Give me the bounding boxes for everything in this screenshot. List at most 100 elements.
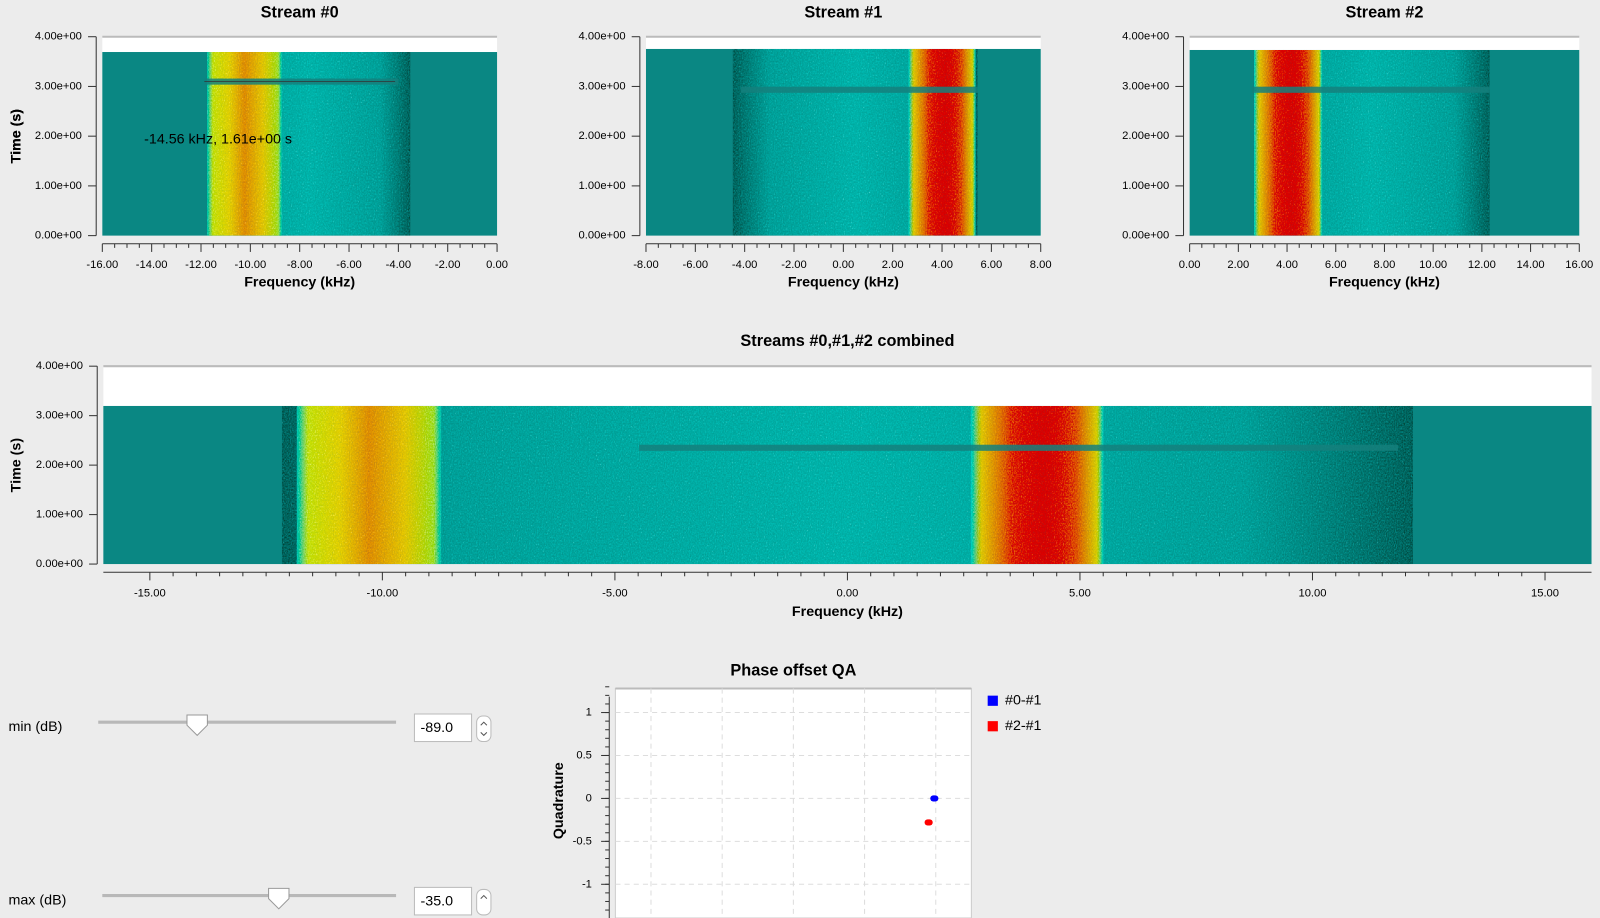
spin-arrows[interactable] bbox=[476, 888, 492, 916]
y-tick-label: 2.00e+00 bbox=[579, 130, 626, 142]
x-tick-label: -6.00 bbox=[336, 259, 362, 271]
plot-title: Stream #2 bbox=[1345, 4, 1423, 22]
spectrogram-texture bbox=[732, 48, 978, 236]
y-tick-label: 0.00e+00 bbox=[1122, 230, 1169, 242]
y-tick-label: 0.00e+00 bbox=[36, 558, 83, 570]
y-axis-label: Time (s) bbox=[8, 109, 24, 164]
x-tick-label: 10.00 bbox=[1419, 259, 1447, 271]
y-tick-label: 1.00e+00 bbox=[1122, 180, 1169, 192]
spectrogram-band bbox=[908, 48, 976, 236]
spectrogram-image bbox=[102, 52, 498, 236]
scatter-point bbox=[930, 795, 939, 802]
spinbox[interactable] bbox=[413, 713, 473, 743]
legend-swatch bbox=[987, 721, 998, 732]
spin-arrow-icons bbox=[480, 721, 488, 737]
y-tick-label: -0.5 bbox=[573, 835, 592, 847]
spectrogram-artifact bbox=[740, 86, 978, 93]
y-tick-label: 2.00e+00 bbox=[36, 459, 83, 471]
spin-arrow-icons bbox=[480, 894, 488, 899]
x-tick-label: -4.00 bbox=[386, 259, 412, 271]
x-tick-label: -16.00 bbox=[86, 259, 118, 271]
x-tick-label: 0.00 bbox=[832, 259, 854, 271]
spectrogram-band bbox=[970, 405, 1104, 565]
y-tick-label: 1.00e+00 bbox=[35, 180, 82, 192]
y-tick-label: 0.00e+00 bbox=[579, 230, 626, 242]
spectrogram-texture bbox=[1253, 49, 1490, 236]
x-tick-label: 0.00 bbox=[837, 588, 859, 600]
spin-arrows[interactable] bbox=[476, 715, 492, 743]
legend-swatch bbox=[987, 695, 998, 706]
y-tick-label: 0 bbox=[586, 792, 592, 804]
spectrogram-artifact bbox=[639, 444, 1399, 451]
slider-thumb[interactable] bbox=[268, 887, 290, 910]
x-tick-label: 16.00 bbox=[1565, 259, 1593, 271]
y-tick-label: 0.00e+00 bbox=[35, 230, 82, 242]
y-tick-label: 3.00e+00 bbox=[35, 80, 82, 92]
x-tick-label: 8.00 bbox=[1374, 259, 1396, 271]
x-tick-label: 4.00 bbox=[931, 259, 953, 271]
spectrogram-texture bbox=[281, 405, 1413, 565]
x-tick-label: -10.00 bbox=[366, 588, 398, 600]
spectrogram-image bbox=[645, 48, 1041, 236]
plot-title: Streams #0,#1,#2 combined bbox=[740, 332, 954, 350]
x-tick-label: 4.00 bbox=[1276, 259, 1298, 271]
x-tick-label: 5.00 bbox=[1069, 588, 1091, 600]
spectrogram-image bbox=[1189, 49, 1580, 236]
control-label: max (dB) bbox=[8, 892, 66, 908]
y-tick-label: 1.00e+00 bbox=[579, 180, 626, 192]
x-tick-label: -2.00 bbox=[435, 259, 461, 271]
y-axis-label: Time (s) bbox=[8, 109, 24, 164]
x-tick-label: -2.00 bbox=[781, 259, 807, 271]
y-tick-label: 0.5 bbox=[576, 749, 592, 761]
x-tick-label: 10.00 bbox=[1298, 588, 1326, 600]
spinbox[interactable] bbox=[413, 886, 473, 916]
x-tick-label: -14.00 bbox=[136, 259, 168, 271]
spectrogram-band bbox=[281, 405, 1413, 565]
y-tick-label: 2.00e+00 bbox=[1122, 130, 1169, 142]
y-tick-label: 3.00e+00 bbox=[579, 80, 626, 92]
chart-title: Phase offset QA bbox=[730, 661, 856, 679]
x-tick-label: -6.00 bbox=[683, 259, 709, 271]
y-axis-label: Time (s) bbox=[8, 438, 24, 493]
y-axis-label: Quadrature bbox=[551, 762, 567, 839]
y-tick-label: 2.00e+00 bbox=[35, 130, 82, 142]
x-tick-label: -15.00 bbox=[134, 588, 166, 600]
slider-thumb[interactable] bbox=[186, 714, 208, 737]
spectrogram-artifact bbox=[1251, 86, 1490, 93]
x-tick-label: -4.00 bbox=[732, 259, 758, 271]
x-tick-label: 8.00 bbox=[1030, 259, 1052, 271]
x-axis-label: Frequency (kHz) bbox=[244, 274, 355, 290]
y-axis-label: Time (s) bbox=[8, 109, 24, 164]
y-tick-label: 1.00e+00 bbox=[36, 509, 83, 521]
x-tick-label: 6.00 bbox=[980, 259, 1002, 271]
legend-label: #0-#1 bbox=[1005, 693, 1042, 709]
x-tick-label: 14.00 bbox=[1517, 259, 1545, 271]
x-tick-label: -10.00 bbox=[234, 259, 266, 271]
x-tick-label: -8.00 bbox=[287, 259, 313, 271]
y-tick-label: 4.00e+00 bbox=[36, 360, 83, 372]
spinbox-value: -35.0 bbox=[421, 893, 454, 909]
cursor-annotation: -14.56 kHz, 1.61e+00 s bbox=[144, 132, 292, 148]
x-tick-label: -5.00 bbox=[602, 588, 628, 600]
legend-label: #2-#1 bbox=[1005, 718, 1042, 734]
x-axis-label: Frequency (kHz) bbox=[788, 274, 899, 290]
spinbox-value: -89.0 bbox=[421, 720, 454, 736]
x-axis-label: Frequency (kHz) bbox=[1329, 274, 1440, 290]
spectrogram-band bbox=[1253, 49, 1323, 236]
scatter-point bbox=[924, 819, 933, 826]
plot-title: Stream #1 bbox=[804, 4, 882, 22]
y-tick-label: -1 bbox=[582, 878, 592, 890]
spectrogram-image bbox=[103, 405, 1592, 565]
y-tick-label: 1 bbox=[586, 707, 592, 719]
x-tick-label: 15.00 bbox=[1531, 588, 1559, 600]
plot-title: Stream #0 bbox=[261, 4, 339, 22]
y-tick-label: 4.00e+00 bbox=[1122, 31, 1169, 43]
x-tick-label: 12.00 bbox=[1468, 259, 1496, 271]
y-tick-label: 4.00e+00 bbox=[579, 31, 626, 43]
x-axis-label: Frequency (kHz) bbox=[792, 604, 903, 620]
y-tick-label: 3.00e+00 bbox=[1122, 80, 1169, 92]
y-tick-label: 3.00e+00 bbox=[36, 410, 83, 422]
spectrogram-band bbox=[296, 405, 442, 565]
